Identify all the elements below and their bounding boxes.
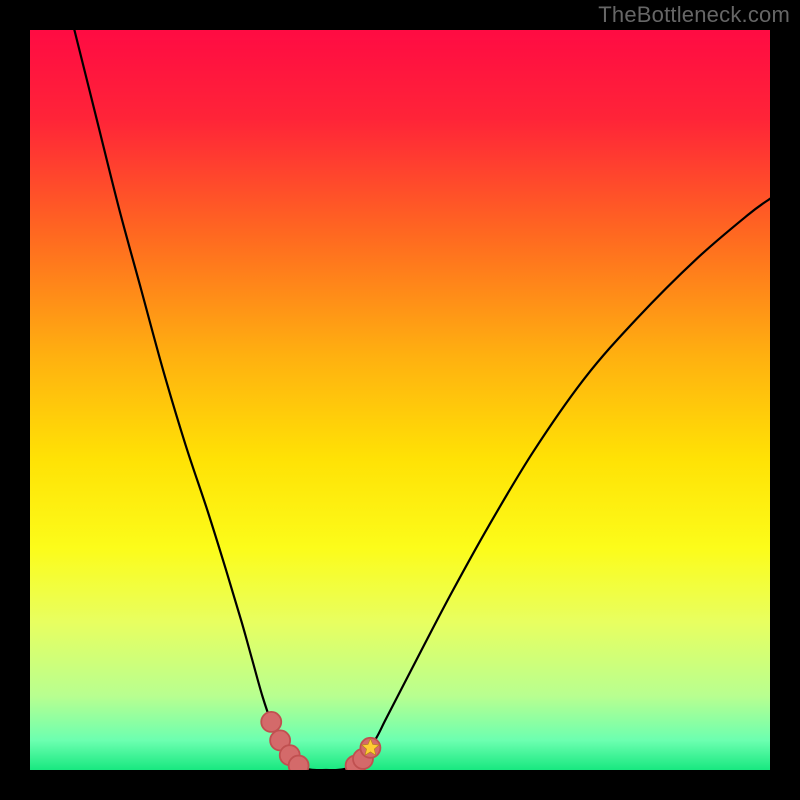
border-segment bbox=[0, 770, 800, 800]
marker-dot bbox=[261, 712, 281, 732]
watermark-text: TheBottleneck.com bbox=[598, 2, 790, 28]
border-segment bbox=[0, 0, 30, 800]
border-segment bbox=[770, 0, 800, 800]
bottleneck-chart bbox=[0, 0, 800, 800]
chart-container: TheBottleneck.com bbox=[0, 0, 800, 800]
gradient-background bbox=[30, 30, 770, 770]
